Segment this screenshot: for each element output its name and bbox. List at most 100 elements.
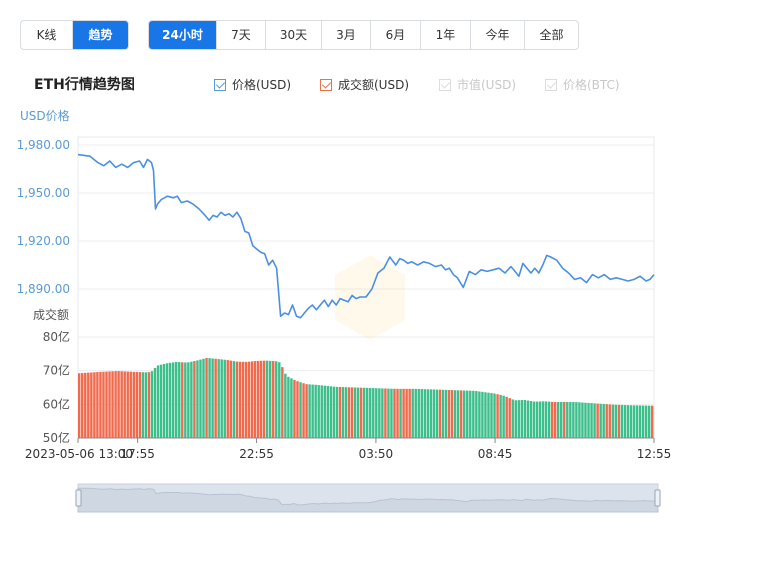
volume-bar [150,371,154,438]
volume-bar [566,401,569,438]
volume-bar [156,365,160,438]
volume-bar [520,400,524,438]
volume-bar [532,401,536,438]
volume-bar [596,403,599,438]
kline-button[interactable]: K线 [21,21,73,49]
volume-bar [190,361,193,438]
volume-bar [102,371,105,438]
volume-bar [320,385,323,438]
volume-bar [396,388,399,438]
volume-bar [141,372,145,438]
chart-title: ETH行情趋势图 [34,77,135,93]
volume-bar [162,363,166,438]
volume-bar [208,358,211,438]
volume-bar [317,385,320,438]
volume-bar [132,371,135,438]
volume-bar [202,358,205,438]
range-7d-button[interactable]: 7天 [217,21,266,49]
volume-bar [129,371,132,438]
price-tick-label: 1,950.00 [17,186,70,200]
volume-bar [638,405,642,438]
volume-bar [563,401,566,438]
volume-bar [350,387,354,438]
x-tick-label: 03:50 [359,447,394,461]
volume-bar [393,388,396,438]
volume-bar [184,362,187,438]
volume-bar [490,393,493,438]
volume-bar [275,361,278,438]
price-line [77,153,655,319]
navigator-right-handle[interactable] [654,489,661,507]
legend-price-usd[interactable]: 价格(USD) [214,76,291,93]
range-6m-button[interactable]: 6月 [371,21,421,49]
volume-bar [641,405,645,438]
volume-bar [211,358,214,438]
volume-bar [338,386,342,438]
range-all-button[interactable]: 全部 [539,28,564,42]
volume-bar [466,390,469,438]
volume-bar [399,388,402,438]
volume-bar [308,384,311,438]
volume-bar [290,378,293,438]
volume-bar [435,389,439,438]
x-tick-label: 12:55 [637,447,672,461]
volume-bar [405,388,408,438]
volume-bar [575,402,578,438]
volume-bar [550,401,554,438]
volume-bar [199,359,202,438]
price-tick-label: 1,890.00 [17,282,70,296]
volume-bar [362,387,366,438]
legend-volume-usd[interactable]: 成交额(USD) [320,76,409,93]
volume-bar [626,405,630,438]
volume-bar [250,361,254,438]
trend-button[interactable]: 趋势 [73,21,128,49]
volume-bar [617,404,621,438]
volume-bar [478,391,481,438]
volume-bar [105,371,108,438]
volume-tick-label: 80亿 [43,329,70,344]
legend-price-btc[interactable]: 价格(BTC) [545,76,620,93]
volume-bar [599,403,602,438]
volume-bar [481,391,484,438]
volume-bar [472,390,475,438]
volume-bar [584,402,587,438]
volume-bar [508,398,511,438]
volume-bar [281,367,284,438]
volume-bar [123,371,126,438]
volume-bar [235,361,239,438]
volume-bar [305,384,308,438]
volume-bar [381,388,384,438]
volume-bar [96,372,99,438]
volume-bar [284,373,287,438]
volume-bar [168,362,172,438]
volume-bar [426,389,430,438]
volume-bar [78,373,81,438]
volume-bar [456,390,460,438]
range-3m-button[interactable]: 3月 [322,21,371,49]
legend-market-cap-usd[interactable]: 市值(USD) [439,76,516,93]
volume-bar [326,386,330,438]
volume-bar [287,376,290,438]
volume-bar [493,393,496,438]
volume-bar [414,388,417,438]
price-tick-label: 1,980.00 [17,138,70,152]
volume-bar [650,405,654,438]
range-24h-button[interactable]: 24小时 [149,21,217,49]
checkbox-icon [439,78,451,91]
volume-bar [611,404,614,438]
volume-bar [417,388,420,438]
volume-bar [544,401,548,438]
range-ytd-button[interactable]: 今年 [471,21,525,49]
range-30d-button[interactable]: 30天 [266,21,322,49]
volume-axis-title: 成交额 [33,308,70,322]
watermark-logo [335,255,405,340]
volume-bar [181,362,184,438]
volume-bar [629,405,633,438]
volume-bar [108,371,111,438]
volume-bar [390,388,393,438]
volume-bar [171,362,175,438]
navigator-left-handle[interactable] [75,489,82,507]
range-1y-button[interactable]: 1年 [421,21,471,49]
volume-bar [463,390,466,438]
